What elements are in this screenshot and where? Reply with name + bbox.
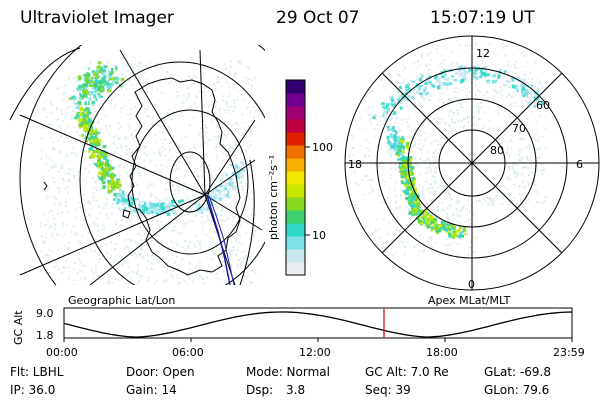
color-bar-cell <box>286 197 305 211</box>
color-bar-cell <box>286 106 305 120</box>
timeline-tick-label: 06:00 <box>172 346 204 359</box>
polar-meridian-diag <box>381 72 563 254</box>
altitude-timeline: GC Alt 9.0 1.8 00:00 06:00 12:00 18:00 2… <box>12 307 585 359</box>
geo-edge-arc <box>9 47 81 121</box>
color-bar-cell <box>286 145 305 159</box>
timeline-y-bottom: 1.8 <box>36 329 54 342</box>
geo-latitude-circle <box>19 45 265 285</box>
seq-readout: Seq: 39 <box>365 383 411 397</box>
color-bar-cell <box>286 223 305 237</box>
mlt-label-18: 18 <box>348 158 362 171</box>
color-bar-frame <box>285 79 306 276</box>
color-bar-unit-label: photon cm⁻²s⁻¹ <box>267 155 280 240</box>
color-bar-cell <box>286 119 305 133</box>
color-bar-cell <box>286 93 305 107</box>
geo-latitude-circle <box>79 61 265 285</box>
color-bar-cell <box>286 171 305 185</box>
polar-map: 12 18 6 0 60 70 80 <box>344 35 600 291</box>
color-bar-cell <box>286 158 305 172</box>
antarctica-coastline <box>127 77 241 276</box>
color-bar-cell <box>286 132 305 146</box>
mlt-label-12: 12 <box>476 47 490 60</box>
geo-meridian <box>89 194 206 285</box>
geo-meridian <box>199 49 206 196</box>
mlat-label-60: 60 <box>536 99 550 112</box>
geo-latitude-circle <box>169 151 211 213</box>
timeline-ylabel: GC Alt <box>12 310 25 345</box>
color-bar-cell <box>286 249 305 263</box>
door-readout: Door: Open <box>126 365 195 379</box>
dsp-label: Dsp: <box>246 383 273 397</box>
header-date: 29 Oct 07 <box>276 8 359 28</box>
geo-map-label: Geographic Lat/Lon <box>68 294 175 307</box>
island-outline <box>43 181 48 191</box>
color-bar-tick-label: 100 <box>312 141 333 154</box>
timeline-tick-label: 00:00 <box>46 346 78 359</box>
gain-readout: Gain: 14 <box>126 383 177 397</box>
color-bar-cell <box>286 80 305 94</box>
timeline-tick-label: 23:59 <box>553 346 585 359</box>
gc-alt-readout: GC Alt: 7.0 Re <box>365 365 449 379</box>
color-bar-tick-label: 10 <box>312 229 326 242</box>
dsp-value: 3.8 <box>286 383 305 397</box>
geo-meridian <box>204 194 263 231</box>
instrument-status: Flt: LBHL Door: Open Mode: Normal GC Alt… <box>10 365 551 397</box>
header-time: 15:07:19 UT <box>430 8 535 28</box>
mode-readout: Mode: Normal <box>246 365 330 379</box>
geo-meridian <box>119 49 206 196</box>
color-bar-cell <box>286 210 305 224</box>
timeline-tick-label: 18:00 <box>426 346 458 359</box>
spacecraft-footprint <box>206 194 231 285</box>
color-bar-cell <box>286 184 305 198</box>
mlat-label-80: 80 <box>490 144 504 157</box>
filter-readout: Flt: LBHL <box>10 365 64 379</box>
color-bar-scale <box>286 80 305 276</box>
mlt-label-0: 0 <box>468 278 475 291</box>
polar-aurora-emission <box>349 39 547 257</box>
geo-meridian <box>19 114 206 196</box>
island-outline <box>122 209 131 219</box>
orbit-altitude-curve <box>63 311 573 338</box>
mlat-label-70: 70 <box>512 122 526 135</box>
timeline-tick-label: 12:00 <box>299 346 331 359</box>
glon-readout: GLon: 79.6 <box>484 383 549 397</box>
timeline-frame <box>63 307 573 339</box>
geo-meridian <box>19 194 206 276</box>
color-bar-cell <box>286 262 305 276</box>
glat-readout: GLat: -69.8 <box>484 365 551 379</box>
spacecraft-footprint <box>208 195 235 285</box>
geo-aurora-emission <box>40 60 257 285</box>
color-bar-cell <box>286 236 305 250</box>
mlt-label-6: 6 <box>576 158 583 171</box>
geographic-map <box>9 45 265 285</box>
ip-readout: IP: 36.0 <box>10 383 55 397</box>
polar-map-label: Apex MLat/MLT <box>428 294 511 307</box>
color-bar: 100 10 photon cm⁻²s⁻¹ <box>267 79 333 276</box>
geo-meridian <box>204 159 256 196</box>
timeline-y-top: 9.0 <box>36 307 54 320</box>
instrument-title: Ultraviolet Imager <box>20 8 174 28</box>
